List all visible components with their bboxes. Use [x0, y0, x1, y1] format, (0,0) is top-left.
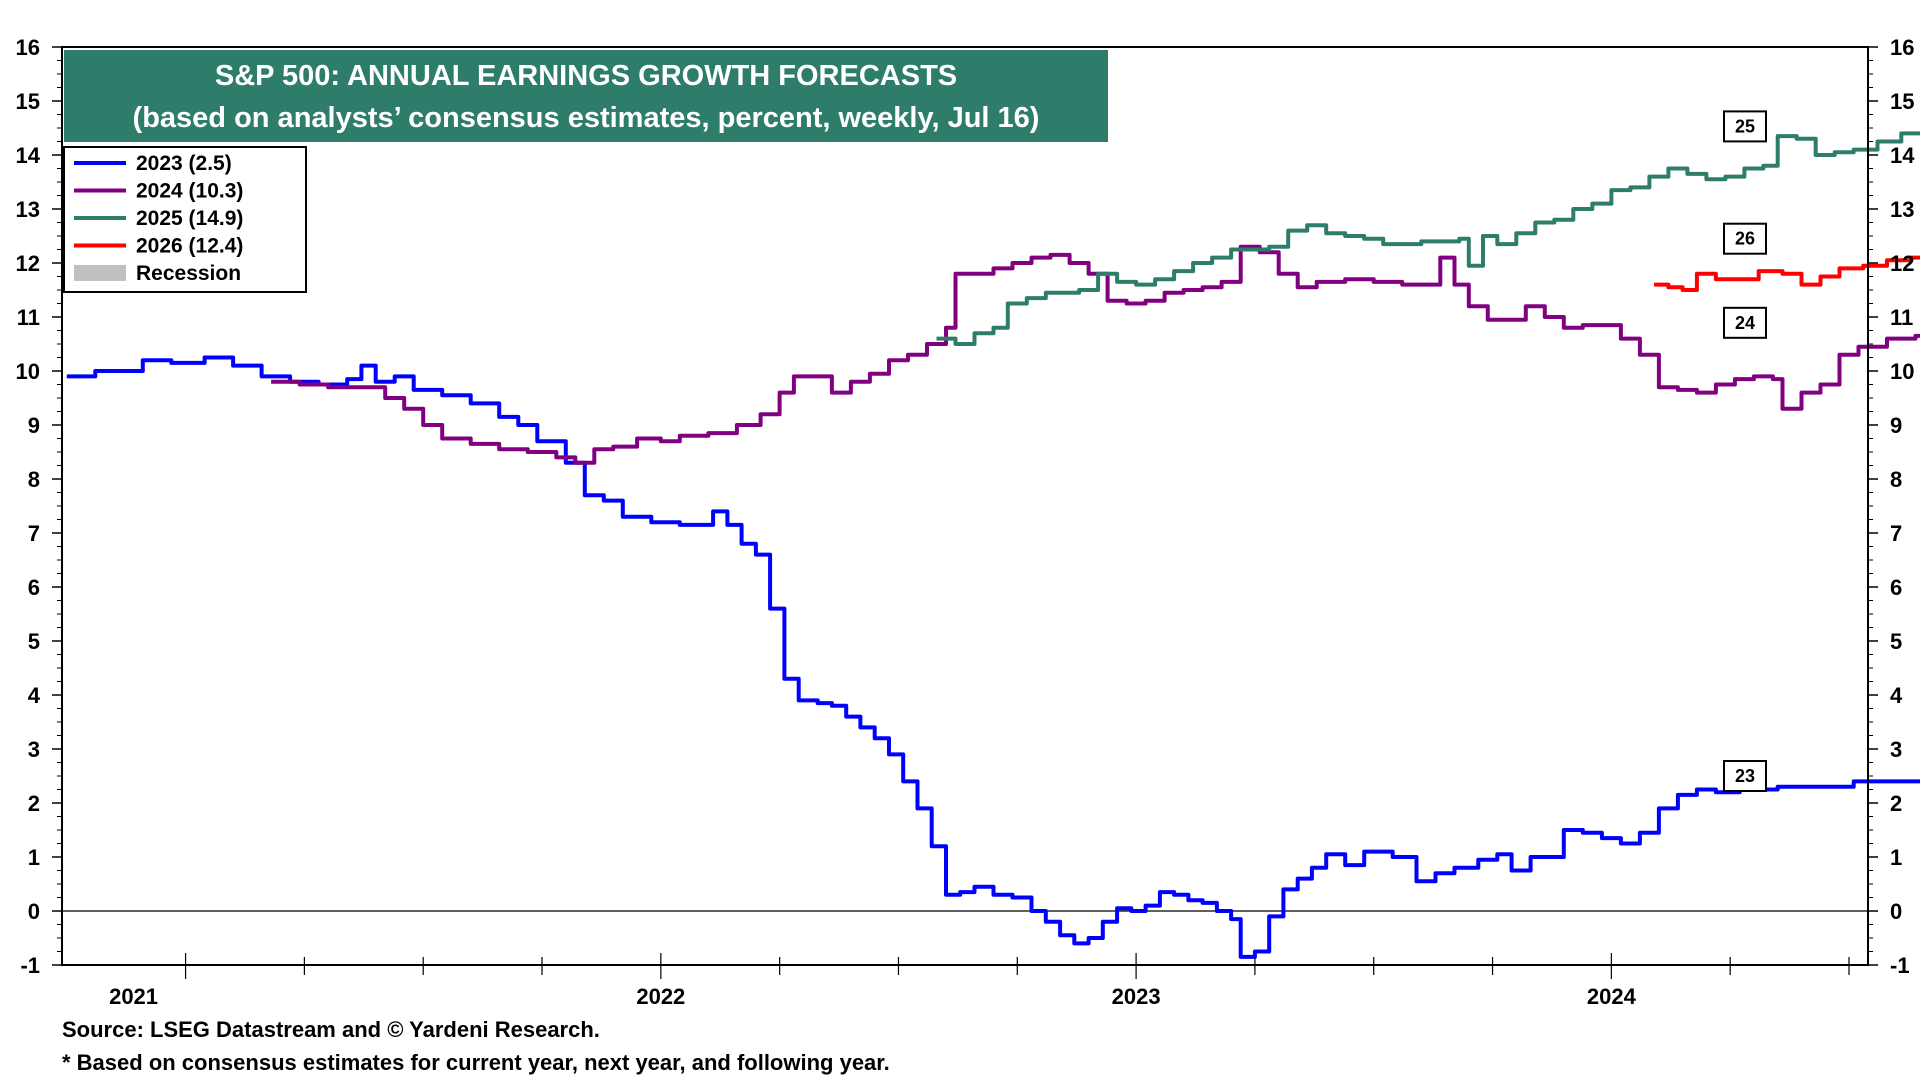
y-tick-label-left: 5: [28, 629, 40, 654]
y-tick-label-left: 8: [28, 467, 40, 492]
y-tick-label-right: 1: [1890, 845, 1902, 870]
y-tick-label-right: 5: [1890, 629, 1902, 654]
end-label: 26: [1735, 229, 1755, 249]
x-tick-label: 2022: [636, 984, 685, 1009]
y-tick-label-left: 6: [28, 575, 40, 600]
x-tick-label: 2023: [1112, 984, 1161, 1009]
y-tick-label-right: 12: [1890, 251, 1914, 276]
end-label: 24: [1735, 313, 1755, 333]
end-label-box: [1723, 760, 1767, 792]
y-tick-label-right: 14: [1890, 143, 1915, 168]
y-tick-label-left: 9: [28, 413, 40, 438]
legend: 2023 (2.5) 2024 (10.3) 2025 (14.9) 2026 (12…: [63, 146, 307, 293]
y-tick-label-left: 14: [16, 143, 41, 168]
y-tick-label-left: 4: [28, 683, 41, 708]
source-note: Source: LSEG Datastream and © Yardeni Re…: [62, 1017, 600, 1042]
series-line-2025: [936, 131, 1920, 346]
y-tick-label-left: 13: [16, 197, 40, 222]
end-label: 25: [1735, 116, 1755, 136]
title-box: S&P 500: ANNUAL EARNINGS GROWTH FORECAST…: [64, 50, 1108, 142]
y-tick-label-left: 0: [28, 899, 40, 924]
x-tick-label: 2021: [109, 984, 158, 1009]
y-tick-label-right: 2: [1890, 791, 1902, 816]
y-tick-label-right: 9: [1890, 413, 1902, 438]
series-line-2024: [271, 244, 1920, 465]
y-tick-label-left: 7: [28, 521, 40, 546]
legend-label: 2024 (10.3): [136, 180, 243, 203]
y-tick-label-left: 15: [16, 89, 40, 114]
footnote: * Based on consensus estimates for curre…: [62, 1050, 890, 1075]
y-tick-label-right: 13: [1890, 197, 1914, 222]
chart-subtitle: (based on analysts’ consensus estimates,…: [133, 102, 1040, 134]
series-line-2023: [66, 355, 1920, 959]
end-label: 23: [1735, 766, 1755, 786]
series-lines: [66, 131, 1920, 959]
end-labels: 23 24 25 26: [1723, 110, 1767, 792]
y-tick-label-left: 11: [17, 305, 40, 330]
chart-title: S&P 500: ANNUAL EARNINGS GROWTH FORECAST…: [215, 60, 957, 92]
y-tick-label-right: 10: [1890, 359, 1914, 384]
end-label-box: [1723, 306, 1767, 339]
y-tick-label-right: -1: [1890, 953, 1910, 978]
series-line-2026: [1654, 255, 1920, 292]
end-label-box: [1723, 222, 1767, 255]
legend-label: 2023 (2.5): [136, 152, 232, 175]
y-tick-label-left: 3: [28, 737, 40, 762]
plot-area: [62, 47, 1868, 965]
legend-swatch-recession: [74, 265, 126, 281]
y-tick-label-right: 8: [1890, 467, 1902, 492]
y-tick-label-right: 3: [1890, 737, 1902, 762]
end-label-box: [1723, 110, 1767, 143]
y-tick-label-right: 11: [1890, 305, 1913, 330]
y-tick-label-left: 12: [16, 251, 40, 276]
y-tick-label-left: 10: [16, 359, 40, 384]
legend-label: 2026 (12.4): [136, 235, 243, 258]
y-tick-label-right: 16: [1890, 35, 1914, 60]
y-tick-label-right: 7: [1890, 521, 1902, 546]
y-tick-label-right: 6: [1890, 575, 1902, 600]
y-tick-label-left: 1: [28, 845, 40, 870]
y-tick-label-left: -1: [20, 953, 40, 978]
y-tick-label-left: 16: [16, 35, 40, 60]
y-tick-label-right: 0: [1890, 899, 1902, 924]
legend-label: Recession: [136, 262, 241, 285]
plot-frame: [61, 46, 1869, 966]
legend-label: 2025 (14.9): [136, 207, 243, 230]
y-tick-label-left: 2: [28, 791, 40, 816]
x-tick-label: 2024: [1587, 984, 1637, 1009]
y-tick-label-right: 15: [1890, 89, 1914, 114]
plot-background: [62, 47, 1868, 965]
y-tick-label-right: 4: [1890, 683, 1903, 708]
